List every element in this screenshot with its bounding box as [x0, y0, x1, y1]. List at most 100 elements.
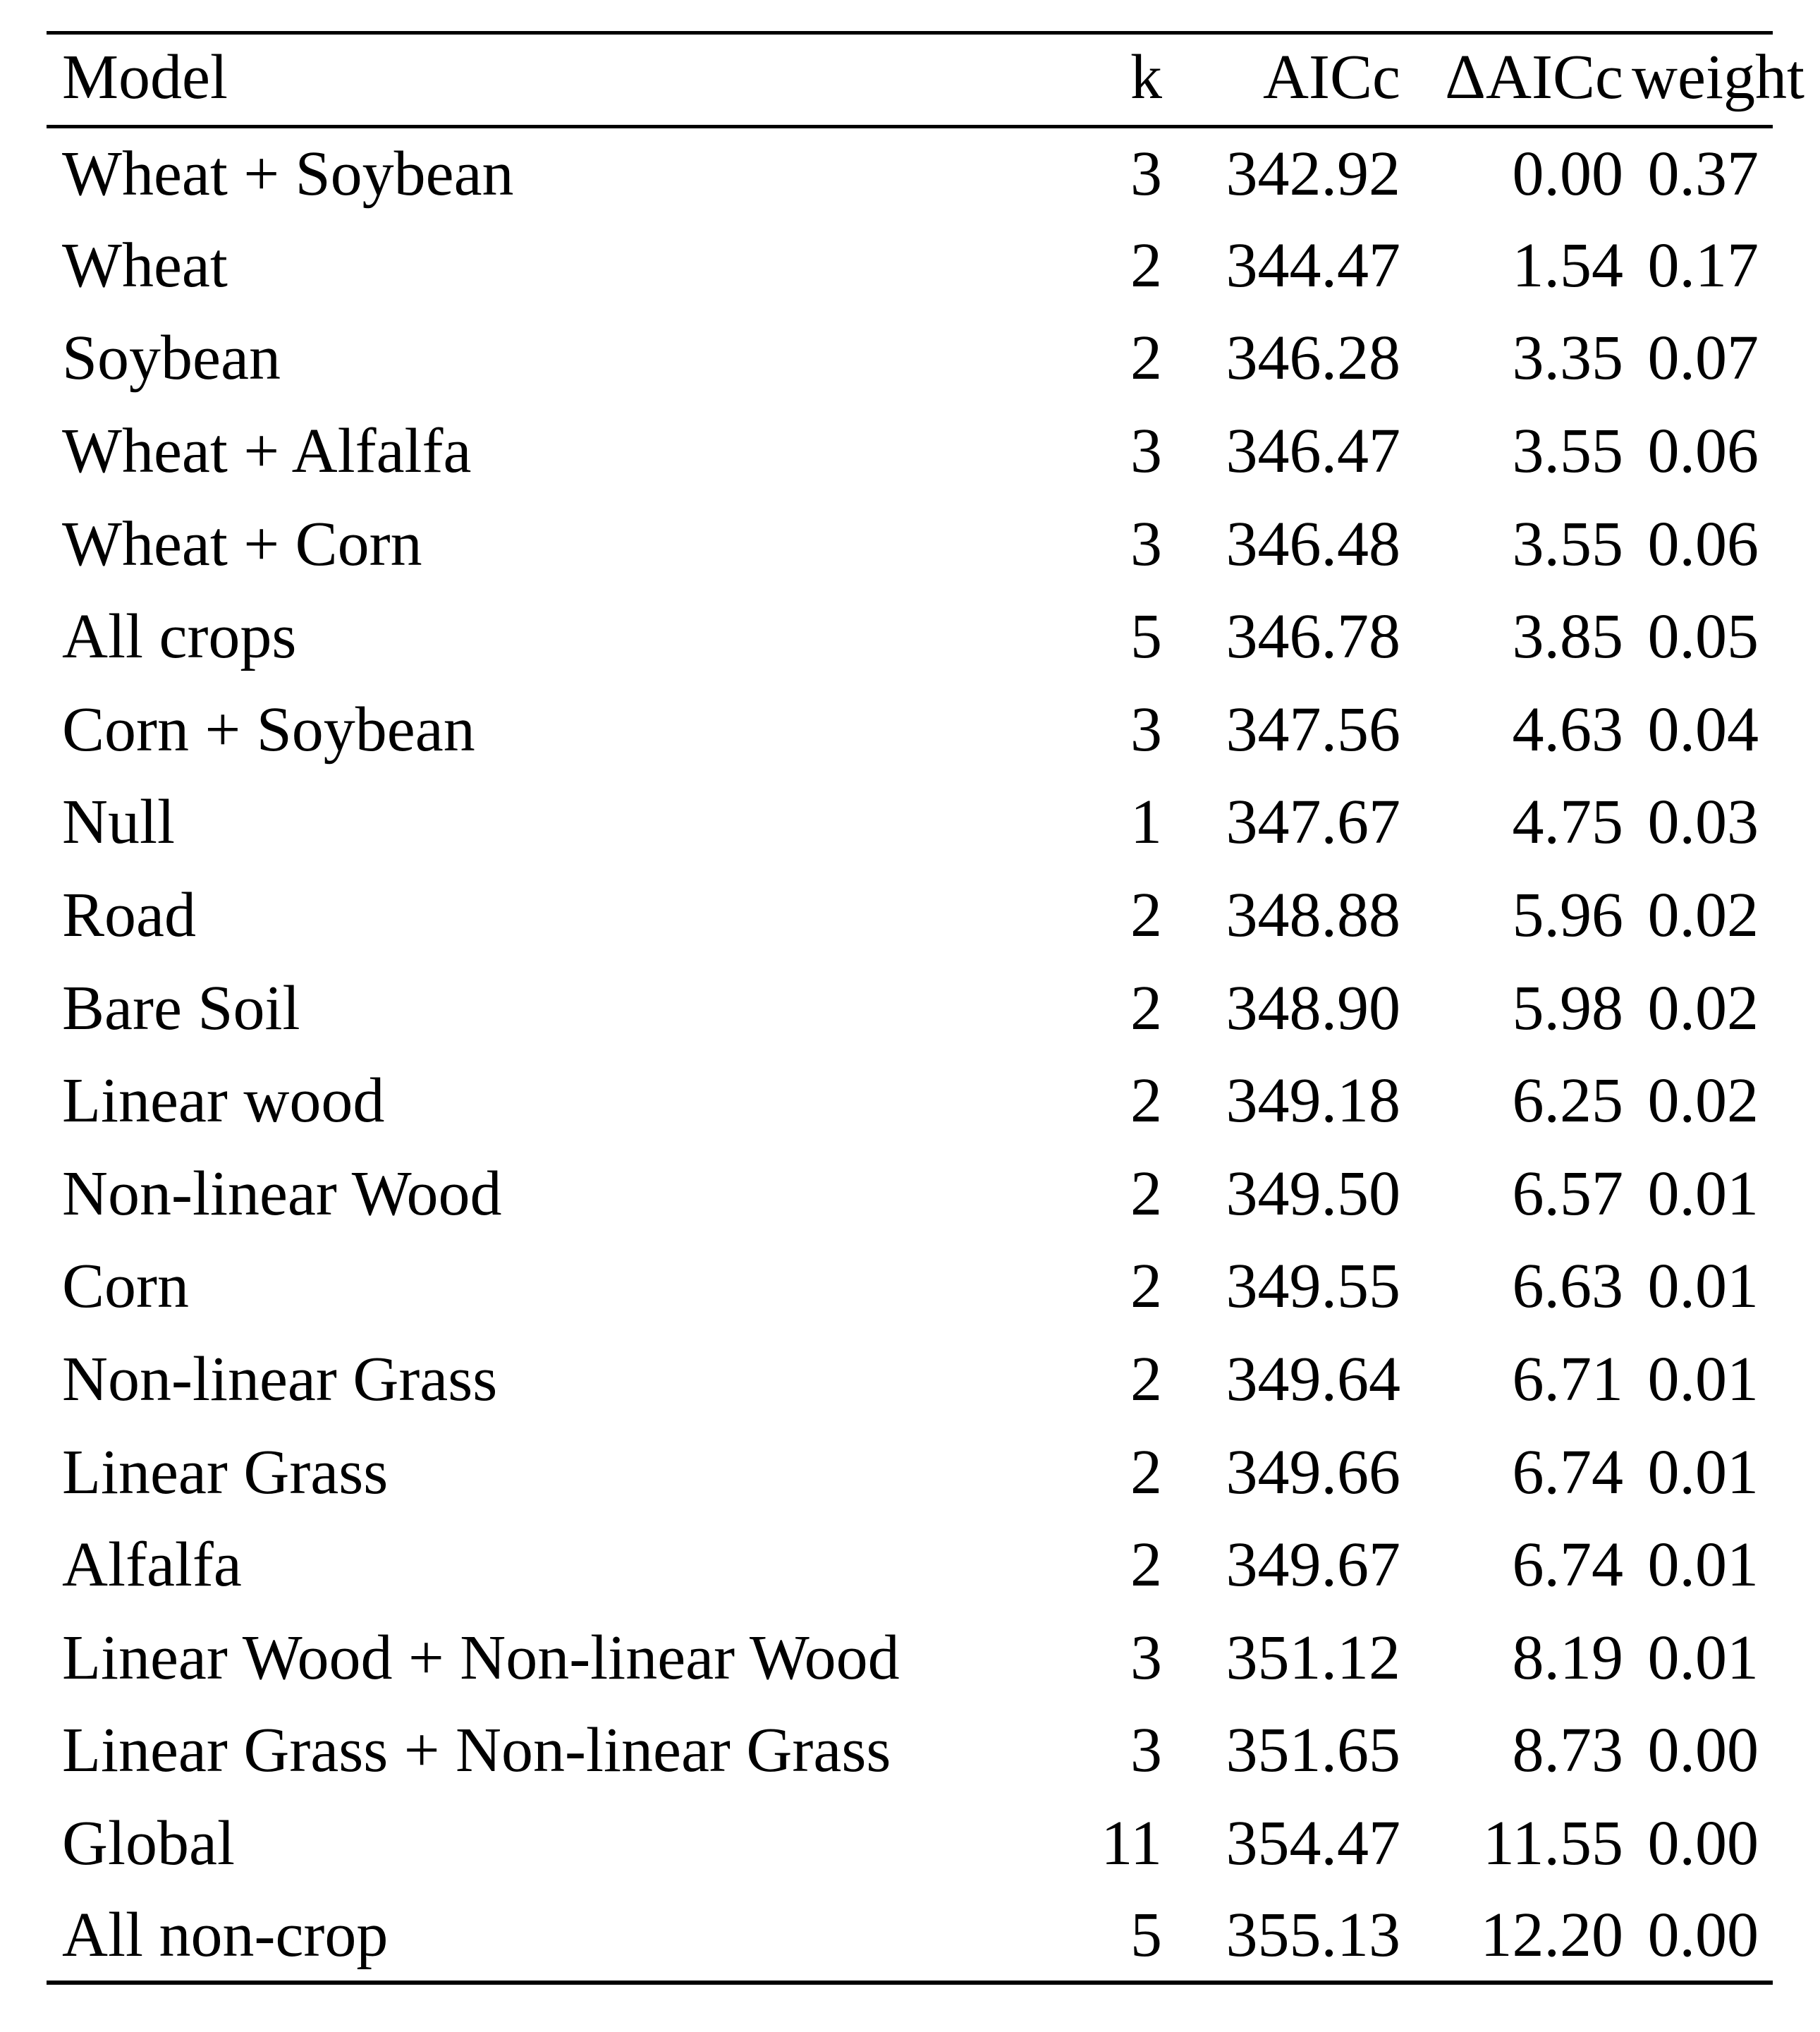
cell-aicc: 349.18 [1226, 1066, 1401, 1136]
table-row: Non-linear Grass 2 349.64 6.71 0.01 [47, 1333, 1773, 1426]
cell-k: 2 [1130, 230, 1162, 300]
cell-k: 11 [1101, 1808, 1162, 1878]
model-selection-table-container: Model k AICc ΔAICc weight Wheat + Soybea… [47, 31, 1804, 1985]
cell-model: Wheat + Corn [62, 509, 422, 579]
cell-delta-aicc: 6.63 [1512, 1251, 1624, 1322]
cell-k: 3 [1130, 1622, 1162, 1693]
cell-aicc: 347.67 [1226, 787, 1401, 858]
cell-aicc: 349.66 [1226, 1437, 1401, 1507]
cell-model: Road [62, 880, 196, 951]
cell-weight: 0.01 [1647, 1158, 1759, 1229]
cell-model: Alfalfa [62, 1530, 242, 1600]
cell-delta-aicc: 3.55 [1512, 509, 1624, 579]
table-row: Bare Soil 2 348.90 5.98 0.02 [47, 962, 1773, 1055]
cell-k: 2 [1130, 1158, 1162, 1229]
cell-weight: 0.01 [1647, 1530, 1759, 1600]
cell-delta-aicc: 3.85 [1512, 602, 1624, 672]
cell-k: 3 [1130, 694, 1162, 765]
cell-weight: 0.17 [1647, 230, 1759, 300]
cell-k: 2 [1130, 1251, 1162, 1322]
cell-aicc: 346.47 [1226, 416, 1401, 487]
cell-delta-aicc: 4.63 [1512, 694, 1624, 765]
cell-delta-aicc: 6.74 [1512, 1530, 1624, 1600]
header-delta-aicc: ΔAICc [1407, 32, 1632, 128]
cell-weight: 0.01 [1647, 1251, 1759, 1322]
cell-model: All crops [62, 602, 297, 672]
table-header: Model k AICc ΔAICc weight [47, 32, 1804, 128]
cell-k: 2 [1130, 323, 1162, 394]
cell-aicc: 354.47 [1226, 1808, 1401, 1878]
table-row: All non-crop 5 355.13 12.20 0.00 [47, 1890, 1773, 1985]
cell-weight: 0.06 [1647, 416, 1759, 487]
cell-delta-aicc: 4.75 [1512, 787, 1624, 858]
cell-delta-aicc: 11.55 [1482, 1808, 1623, 1878]
cell-weight: 0.02 [1647, 880, 1759, 951]
cell-model: Linear Wood + Non-linear Wood [62, 1622, 900, 1693]
table-row: Linear Grass + Non-linear Grass 3 351.65 8.… [47, 1705, 1773, 1798]
cell-model: Corn [62, 1251, 189, 1322]
table-row: Corn + Soybean 3 347.56 4.63 0.04 [47, 683, 1773, 777]
cell-aicc: 348.90 [1226, 973, 1401, 1043]
header-k: k [1090, 32, 1175, 128]
cell-weight: 0.37 [1647, 138, 1759, 209]
header-row: Model k AICc ΔAICc weight [47, 32, 1804, 128]
cell-model: Soybean [62, 323, 281, 394]
table-row: Linear wood 2 349.18 6.25 0.02 [47, 1054, 1773, 1148]
model-selection-table: Model k AICc ΔAICc weight Wheat + Soybea… [47, 31, 1804, 1985]
cell-weight: 0.03 [1647, 787, 1759, 858]
table-row: Alfalfa 2 349.67 6.74 0.01 [47, 1519, 1773, 1612]
cell-model: Bare Soil [62, 973, 300, 1043]
cell-model: Linear Grass + Non-linear Grass [62, 1715, 891, 1786]
cell-aicc: 344.47 [1226, 230, 1401, 300]
cell-aicc: 349.55 [1226, 1251, 1401, 1322]
cell-weight: 0.00 [1647, 1715, 1759, 1786]
cell-model: Linear Grass [62, 1437, 389, 1507]
cell-weight: 0.00 [1647, 1808, 1759, 1878]
cell-k: 2 [1130, 1530, 1162, 1600]
cell-aicc: 346.48 [1226, 509, 1401, 579]
cell-delta-aicc: 3.55 [1512, 416, 1624, 487]
cell-model: Wheat [62, 230, 228, 300]
cell-aicc: 349.64 [1226, 1344, 1401, 1415]
cell-delta-aicc: 6.57 [1512, 1158, 1624, 1229]
cell-k: 3 [1130, 509, 1162, 579]
cell-model: Wheat + Soybean [62, 138, 514, 209]
table-row: Non-linear Wood 2 349.50 6.57 0.01 [47, 1148, 1773, 1241]
cell-aicc: 355.13 [1175, 1890, 1407, 1985]
cell-k: 2 [1130, 1437, 1162, 1507]
table-body: Wheat + Soybean 3 342.92 0.00 0.37 Wheat 2 344.… [47, 127, 1773, 1985]
cell-delta-aicc: 6.71 [1512, 1344, 1624, 1415]
cell-weight: 0.01 [1647, 1622, 1759, 1693]
cell-weight: 0.02 [1647, 973, 1759, 1043]
cell-k: 2 [1130, 1344, 1162, 1415]
cell-model: Non-linear Wood [62, 1158, 502, 1229]
cell-weight: 0.04 [1647, 694, 1759, 765]
table-row: Wheat + Corn 3 346.48 3.55 0.06 [47, 498, 1773, 591]
cell-delta-aicc: 8.73 [1512, 1715, 1624, 1786]
cell-weight: 0.05 [1647, 602, 1759, 672]
table-row: Null 1 347.67 4.75 0.03 [47, 777, 1773, 870]
cell-delta-aicc: 5.98 [1512, 973, 1624, 1043]
cell-delta-aicc: 1.54 [1512, 230, 1624, 300]
cell-delta-aicc: 8.19 [1512, 1622, 1624, 1693]
cell-delta-aicc: 5.96 [1512, 880, 1624, 951]
table-row: Road 2 348.88 5.96 0.02 [47, 869, 1773, 962]
cell-aicc: 351.12 [1226, 1622, 1401, 1693]
table-row: Linear Grass 2 349.66 6.74 0.01 [47, 1426, 1773, 1519]
cell-aicc: 347.56 [1226, 694, 1401, 765]
cell-k: 3 [1130, 1715, 1162, 1786]
cell-k: 2 [1130, 880, 1162, 951]
cell-aicc: 348.88 [1226, 880, 1401, 951]
cell-aicc: 349.67 [1226, 1530, 1401, 1600]
cell-weight: 0.00 [1632, 1890, 1773, 1985]
header-aicc: AICc [1175, 32, 1407, 128]
cell-model: Corn + Soybean [62, 694, 475, 765]
cell-aicc: 351.65 [1226, 1715, 1401, 1786]
cell-model: Wheat + Alfalfa [62, 416, 472, 487]
cell-k: 3 [1130, 138, 1162, 209]
cell-delta-aicc: 6.25 [1512, 1066, 1624, 1136]
cell-weight: 0.01 [1647, 1437, 1759, 1507]
cell-weight: 0.02 [1647, 1066, 1759, 1136]
cell-delta-aicc: 6.74 [1512, 1437, 1624, 1507]
cell-aicc: 346.78 [1226, 602, 1401, 672]
